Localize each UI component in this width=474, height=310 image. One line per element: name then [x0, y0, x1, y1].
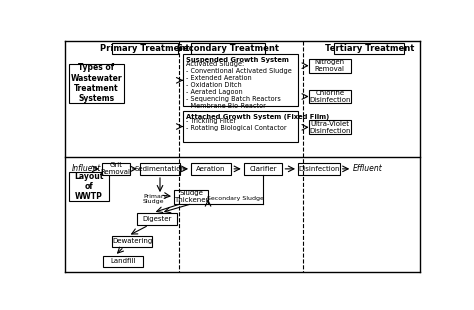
FancyBboxPatch shape [112, 236, 152, 247]
FancyBboxPatch shape [191, 43, 264, 54]
FancyBboxPatch shape [112, 43, 178, 54]
FancyBboxPatch shape [69, 172, 109, 201]
Text: Tertiary Treatment: Tertiary Treatment [325, 44, 414, 53]
FancyBboxPatch shape [137, 213, 177, 225]
Text: Ultra-Violet
Disinfection: Ultra-Violet Disinfection [309, 121, 350, 134]
FancyBboxPatch shape [309, 90, 351, 104]
Text: Sludge
Thickener: Sludge Thickener [174, 190, 208, 203]
Text: Activated Sludge:
- Conventional Activated Sludge
- Extended Aeration
- Oxidatio: Activated Sludge: - Conventional Activat… [186, 61, 292, 109]
Text: Attached Growth System (Fixed Film): Attached Growth System (Fixed Film) [186, 114, 329, 120]
FancyBboxPatch shape [183, 111, 298, 142]
Text: Digester: Digester [142, 216, 172, 222]
FancyBboxPatch shape [102, 163, 130, 175]
Text: Secondary Sludge: Secondary Sludge [207, 196, 264, 201]
Text: Clarifier: Clarifier [249, 166, 277, 172]
FancyBboxPatch shape [69, 64, 124, 103]
FancyBboxPatch shape [191, 163, 231, 175]
Text: Grit
Removal: Grit Removal [101, 162, 131, 175]
FancyBboxPatch shape [298, 163, 340, 175]
FancyBboxPatch shape [103, 256, 143, 267]
Text: - Trickling Filter
- Rotating Biological Contactor: - Trickling Filter - Rotating Biological… [186, 118, 286, 131]
Text: Layout
of
WWTP: Layout of WWTP [74, 172, 103, 202]
FancyBboxPatch shape [309, 59, 351, 73]
Text: Disinfection: Disinfection [298, 166, 340, 172]
Text: Influent: Influent [72, 164, 101, 173]
Text: Chlorine
Disinfection: Chlorine Disinfection [309, 90, 350, 103]
Text: Aeration: Aeration [196, 166, 226, 172]
FancyBboxPatch shape [334, 43, 404, 54]
Text: Sedimentation: Sedimentation [135, 166, 185, 172]
Text: Secondary Treatment: Secondary Treatment [177, 44, 279, 53]
Text: Suspended Growth System: Suspended Growth System [186, 57, 289, 63]
Text: Types of
Wastewater
Treatment
Systems: Types of Wastewater Treatment Systems [71, 63, 122, 104]
Text: Dewatering: Dewatering [112, 238, 152, 244]
FancyBboxPatch shape [140, 163, 180, 175]
Text: Effluent: Effluent [353, 164, 383, 173]
Text: Primary
Sludge: Primary Sludge [143, 193, 167, 204]
Text: Primary Treatment: Primary Treatment [100, 44, 190, 53]
FancyBboxPatch shape [309, 120, 351, 134]
Text: Landfill: Landfill [110, 258, 136, 264]
FancyBboxPatch shape [183, 54, 298, 107]
Text: Nitrogen
Removal: Nitrogen Removal [315, 59, 345, 72]
FancyBboxPatch shape [174, 190, 208, 204]
FancyBboxPatch shape [244, 163, 283, 175]
